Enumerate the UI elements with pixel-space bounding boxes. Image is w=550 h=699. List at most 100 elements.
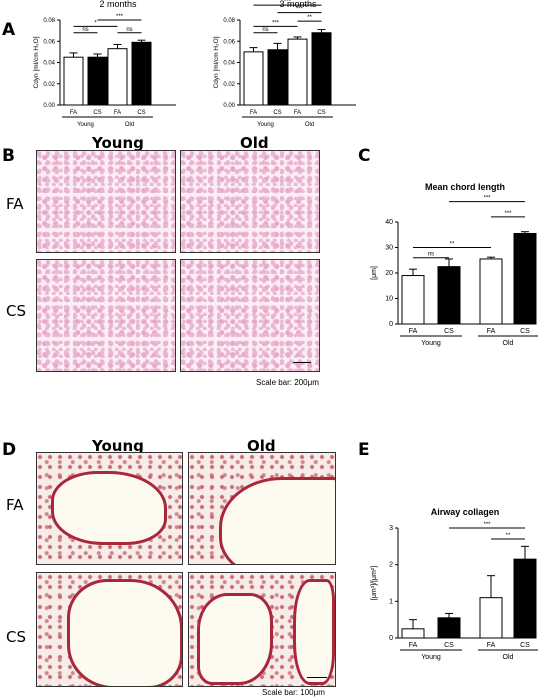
significance-label: * — [94, 20, 97, 26]
y-tick-label: 1 — [389, 598, 393, 605]
x-tick-label: FA — [250, 110, 257, 116]
panel-label-d: D — [2, 440, 17, 460]
bar — [107, 48, 128, 106]
y-axis-label: [μm] — [371, 266, 378, 280]
group-label: Young — [257, 122, 274, 128]
panel-d-scale-label: Scale bar: 100μm — [262, 688, 325, 697]
chart-title: 3 months — [279, 0, 317, 9]
x-tick-label: CS — [520, 642, 530, 649]
y-tick-label: 0 — [389, 635, 393, 642]
airway-lumen — [67, 579, 182, 686]
bar — [267, 49, 288, 106]
panel-label-c: C — [358, 146, 371, 166]
panel-b-col-old: Old — [240, 134, 269, 152]
significance-label: ns — [82, 27, 88, 33]
bar — [437, 617, 461, 639]
scale-bar — [293, 362, 311, 363]
significance-label: *** — [272, 20, 280, 26]
y-axis-label: Cdyn [ml/cm H₂O] — [213, 36, 220, 88]
group-label: Young — [77, 122, 94, 128]
y-tick-label: 20 — [385, 270, 393, 277]
y-tick-label: 0.06 — [43, 39, 55, 45]
group-label: Old — [305, 122, 314, 128]
chart-a-3months: 3 months 0.00 0.02 0.04 0.06 0.08 Cdyn [ml/cm … — [213, 0, 356, 128]
significance-label: *** — [296, 7, 304, 13]
x-tick-label: CS — [273, 110, 281, 116]
bar — [479, 258, 503, 325]
panel-label-b: B — [2, 146, 15, 166]
y-tick-label: 0.02 — [223, 82, 235, 88]
panel-label-e: E — [358, 440, 370, 460]
x-tick-label: CS — [317, 110, 325, 116]
y-tick-label: 0 — [389, 321, 393, 328]
significance-label: *** — [483, 522, 491, 528]
x-tick-label: FA — [409, 642, 418, 649]
x-tick-label: FA — [487, 642, 496, 649]
y-tick-label: 0.08 — [43, 18, 55, 24]
chart-title: Airway collagen — [431, 507, 500, 517]
y-tick-label: 0.04 — [223, 61, 235, 67]
bar — [63, 56, 84, 106]
x-tick-label: CS — [137, 110, 145, 116]
micrograph-b-young-fa — [36, 150, 176, 253]
micrograph-d-young-cs — [36, 572, 183, 687]
significance-label: *** — [504, 211, 512, 217]
x-tick-label: CS — [520, 328, 530, 335]
y-tick-label: 0.06 — [223, 39, 235, 45]
y-tick-label: 0.00 — [43, 103, 55, 109]
y-tick-label: 30 — [385, 245, 393, 252]
y-tick-label: 3 — [389, 525, 393, 532]
y-tick-label: 0.08 — [223, 18, 235, 24]
y-tick-label: 0.04 — [43, 61, 55, 67]
panel-d-col-young: Young — [92, 437, 144, 455]
y-tick-label: 40 — [385, 219, 393, 226]
x-tick-label: CS — [93, 110, 101, 116]
airway-lumen — [51, 471, 167, 545]
significance-label: *** — [116, 14, 124, 20]
significance-label: *** — [284, 0, 292, 5]
chart-title: Mean chord length — [425, 182, 505, 192]
y-tick-label: 0.00 — [223, 103, 235, 109]
significance-label: ns — [126, 27, 132, 33]
bar — [401, 275, 425, 325]
x-tick-label: CS — [444, 328, 454, 335]
bar — [311, 32, 332, 106]
x-tick-label: CS — [444, 642, 454, 649]
bar — [513, 558, 537, 639]
group-label: Old — [503, 654, 514, 661]
bar — [243, 51, 264, 106]
micrograph-d-old-fa — [188, 452, 336, 565]
y-tick-label: 2 — [389, 562, 393, 569]
bar — [131, 41, 152, 106]
panel-d-row-fa: FA — [6, 496, 24, 514]
x-tick-label: FA — [294, 110, 301, 116]
x-tick-label: FA — [487, 328, 496, 335]
significance-label: ** — [506, 533, 511, 539]
x-tick-label: FA — [114, 110, 121, 116]
micrograph-d-young-fa — [36, 452, 183, 565]
group-label: Young — [421, 654, 441, 661]
panel-label-a: A — [2, 20, 16, 40]
group-label: Old — [503, 340, 514, 347]
panel-b-col-young: Young — [92, 134, 144, 152]
significance-label: *** — [483, 196, 491, 202]
panel-b-row-fa: FA — [6, 195, 24, 213]
panel-d-col-old: Old — [247, 437, 276, 455]
y-axis-label: [μm³]/[μm²] — [371, 566, 378, 600]
bar — [513, 232, 537, 325]
airway-lumen — [293, 579, 335, 685]
micrograph-d-old-cs — [188, 572, 336, 687]
group-label: Old — [125, 122, 134, 128]
significance-label: ns — [428, 252, 434, 258]
airway-lumen — [219, 477, 335, 564]
micrograph-b-old-cs — [180, 259, 320, 372]
micrograph-b-young-cs — [36, 259, 176, 372]
y-tick-label: 10 — [385, 296, 393, 303]
bar — [437, 266, 461, 325]
y-tick-label: 0.02 — [43, 82, 55, 88]
bar — [87, 56, 108, 106]
airway-lumen — [197, 593, 273, 685]
panel-b-row-cs: CS — [6, 302, 26, 320]
